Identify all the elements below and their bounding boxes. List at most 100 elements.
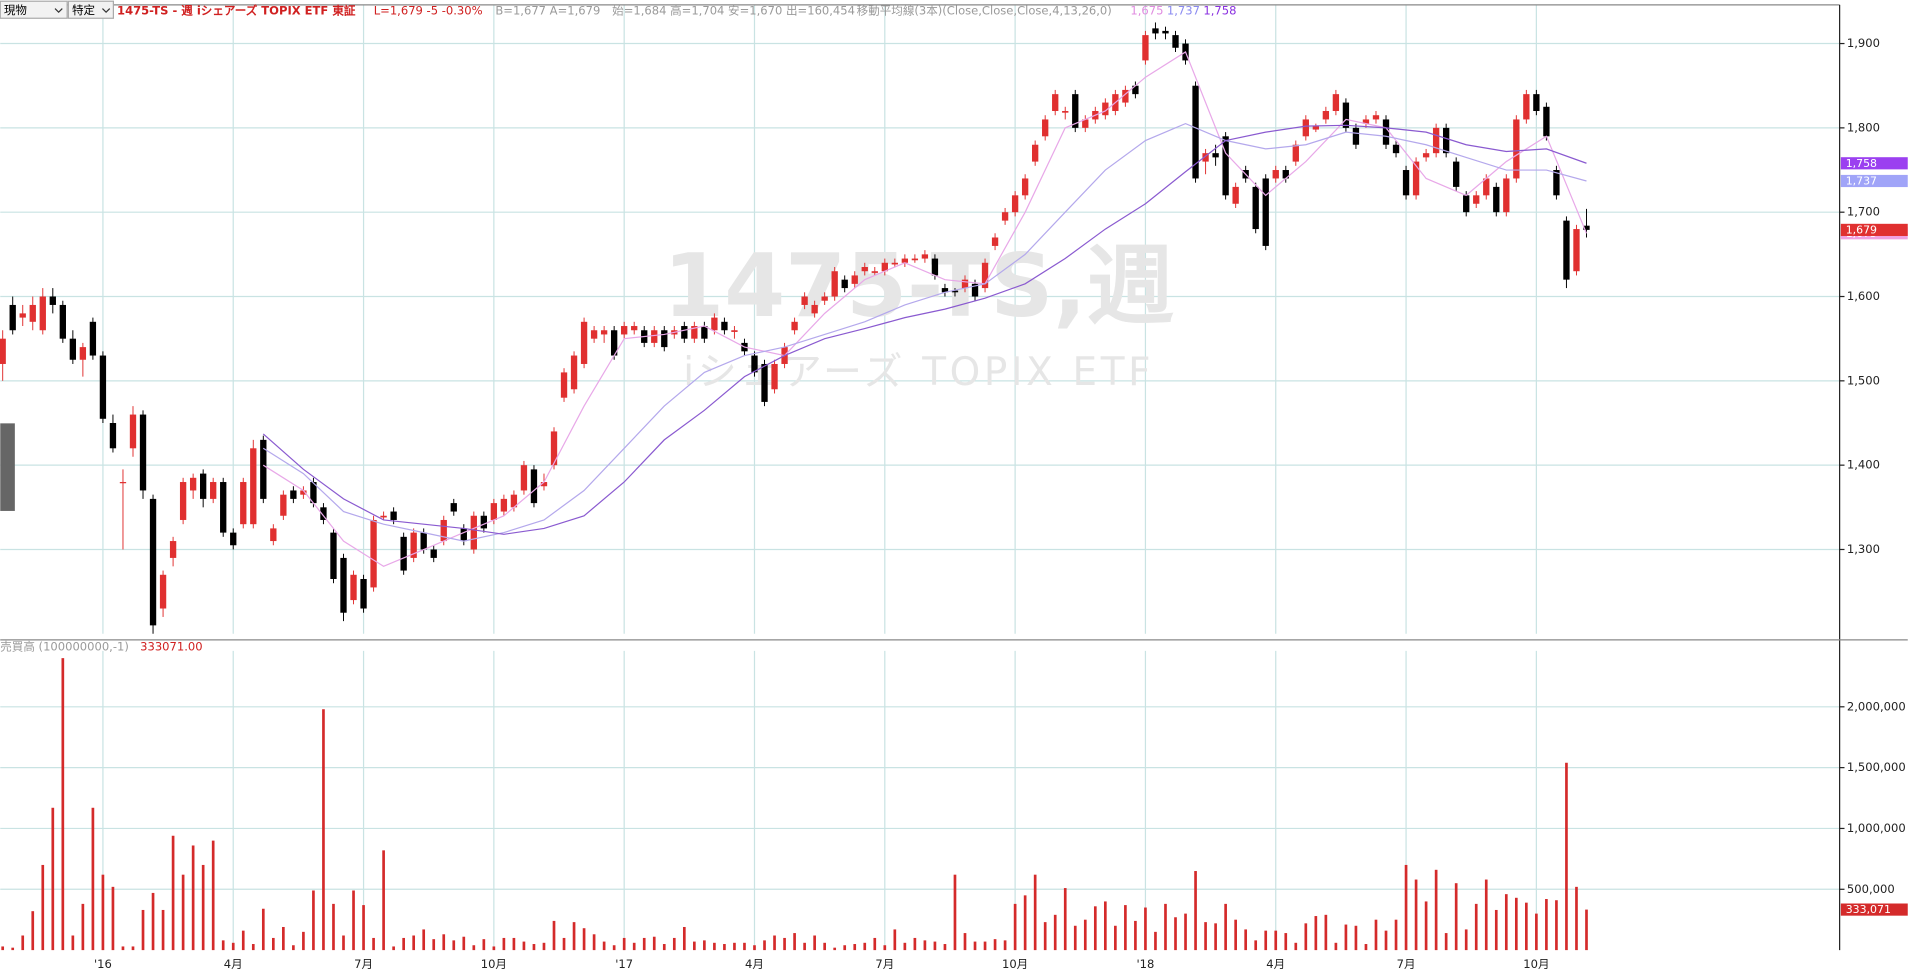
quote: B=1,677 A=1,679 [495,3,600,17]
volume-bar [1464,929,1468,951]
volume-bar [1535,913,1538,951]
volume-bar [1164,903,1167,951]
ma-value: 1,737 [1167,3,1200,17]
side-tab[interactable] [0,423,15,511]
candle-body [39,296,46,331]
candle-body [1312,126,1320,130]
volume-bar [271,937,275,951]
candle-body [1523,94,1530,120]
volume-bar [141,909,145,951]
candle-body [1222,136,1229,196]
candle-body [1422,153,1430,158]
volume-bar [1013,903,1017,951]
candle-body [1172,35,1179,48]
volume-bar [1184,913,1187,951]
candle-body [861,267,868,272]
volume-bar [863,942,867,951]
volume-bar [773,935,776,951]
volume-bar [933,941,937,951]
volume-bar [642,937,646,951]
candle-body [701,326,708,339]
candle-body [771,363,778,390]
x-tick-label: 7月 [354,957,373,971]
x-tick-label: '18 [1136,957,1154,971]
volume-bar [392,946,395,951]
candle-body [89,321,97,356]
candle-body [580,321,588,364]
price-tag [1840,223,1908,236]
candle-body [610,330,618,356]
volume-bar [873,937,877,951]
volume-bar [1003,940,1007,951]
volume-bar [1514,897,1518,951]
volume-bar [1414,879,1418,951]
ma-tag-label: 1,758 [1846,157,1877,170]
price-tag-label: 1,679 [1846,224,1877,237]
candle-body [1162,30,1169,34]
y-tick-label: 1,700 [1847,205,1880,219]
volume-bar [221,940,225,951]
candle-body [1032,144,1039,162]
candle-body [320,507,327,520]
candle-body [240,482,247,525]
volume-bar [953,874,957,951]
candle-body [290,490,297,499]
candle-body [711,317,718,331]
volume-bar [1274,930,1278,951]
candle-body [570,355,578,390]
candle-body [761,363,768,402]
volume-bar [823,942,826,951]
volume-bar [693,941,696,951]
candle-body [400,536,407,571]
candle-body [520,465,528,491]
volume-bar [843,945,847,951]
y-tick-label: 1,400 [1847,458,1880,472]
volume-bar [251,944,255,951]
volume-bar [1474,903,1478,951]
x-tick-label: 7月 [875,957,894,971]
volume-bar [292,945,295,951]
volume-bar [1374,919,1378,951]
tax-select[interactable] [67,0,114,19]
candle-body [1402,170,1410,196]
candle-body [1453,161,1460,187]
volume-bar [622,937,626,951]
candle-body [1102,102,1109,116]
x-tick-label: 7月 [1397,957,1416,971]
volume-bar [91,807,95,951]
candle-body [1052,94,1059,112]
candle-body [270,528,277,542]
candle-body [129,414,137,449]
x-tick-label: '17 [615,957,633,971]
volume-bar [1063,888,1067,951]
account-select[interactable] [0,0,68,19]
volume-bar [602,941,606,951]
symbol: 1475-TS - 週 iシェアーズ TOPIX ETF 東証 [117,3,356,17]
volume-bar [372,937,375,951]
volume-bar [462,936,466,951]
volume-bar [632,942,636,951]
candle-body [1563,220,1570,280]
volume-bar [512,937,516,951]
x-tick-label: 4月 [224,957,243,971]
candle-body [79,347,87,360]
moving-average [262,124,1587,535]
candle-body [981,262,989,289]
volume-bar [612,945,616,951]
candle-body [510,494,518,508]
volume-bar [1284,933,1288,951]
volume-bar [1073,925,1077,951]
candle-body [590,330,598,339]
candle-body [1082,119,1089,128]
volume-bar [1424,901,1428,951]
candle-body [941,288,949,293]
candle-body [1332,94,1340,112]
volume-bar [1224,903,1227,951]
candle-body [1152,28,1159,34]
candle-body [751,355,758,373]
volume-bar [1154,931,1157,951]
volume-bar [1504,894,1508,951]
candle-body [1573,229,1580,272]
candle-body [1543,106,1550,137]
volume-bar [753,945,756,951]
